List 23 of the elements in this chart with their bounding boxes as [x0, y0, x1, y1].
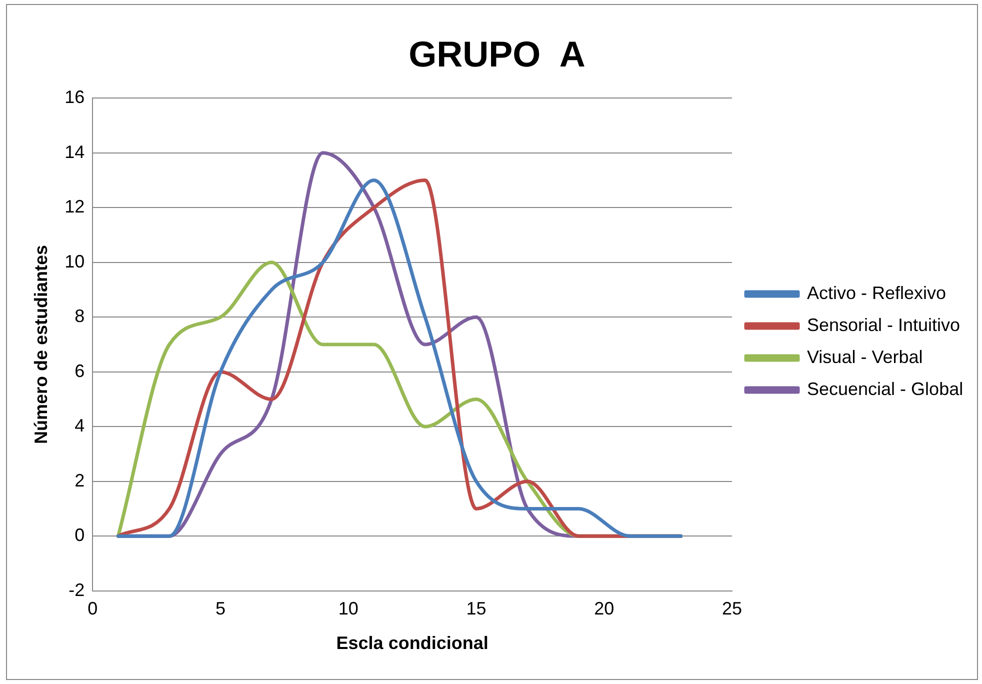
y-tick-label: -2: [68, 580, 85, 600]
y-tick-label: 14: [64, 142, 85, 162]
y-tick-label: 2: [74, 470, 85, 490]
y-tick-label: 10: [64, 251, 85, 272]
x-tick-label: 20: [594, 598, 614, 619]
legend-label: Activo - Reflexivo: [807, 282, 946, 303]
y-axis-title: Número de estudiantes: [30, 244, 51, 444]
x-axis-title: Escla condicional: [336, 633, 488, 654]
y-tick-label: 0: [74, 525, 85, 546]
x-tick-label: 15: [466, 598, 486, 619]
y-tick-label: 12: [64, 196, 85, 217]
x-tick-label: 10: [338, 598, 358, 619]
chart-title: GRUPO A: [408, 34, 586, 75]
legend-label: Secuencial - Global: [807, 378, 964, 399]
y-tick-label: 6: [74, 360, 85, 381]
legend-label: Visual - Verbal: [807, 346, 923, 367]
y-tick-label: 8: [74, 306, 85, 326]
x-tick-label: 5: [215, 598, 226, 619]
legend-label: Sensorial - Intuitivo: [807, 314, 960, 335]
y-tick-label: 4: [74, 416, 85, 436]
x-tick-label: 25: [722, 598, 742, 619]
x-tick-label: 0: [88, 598, 98, 619]
y-tick-label: 16: [64, 87, 85, 108]
